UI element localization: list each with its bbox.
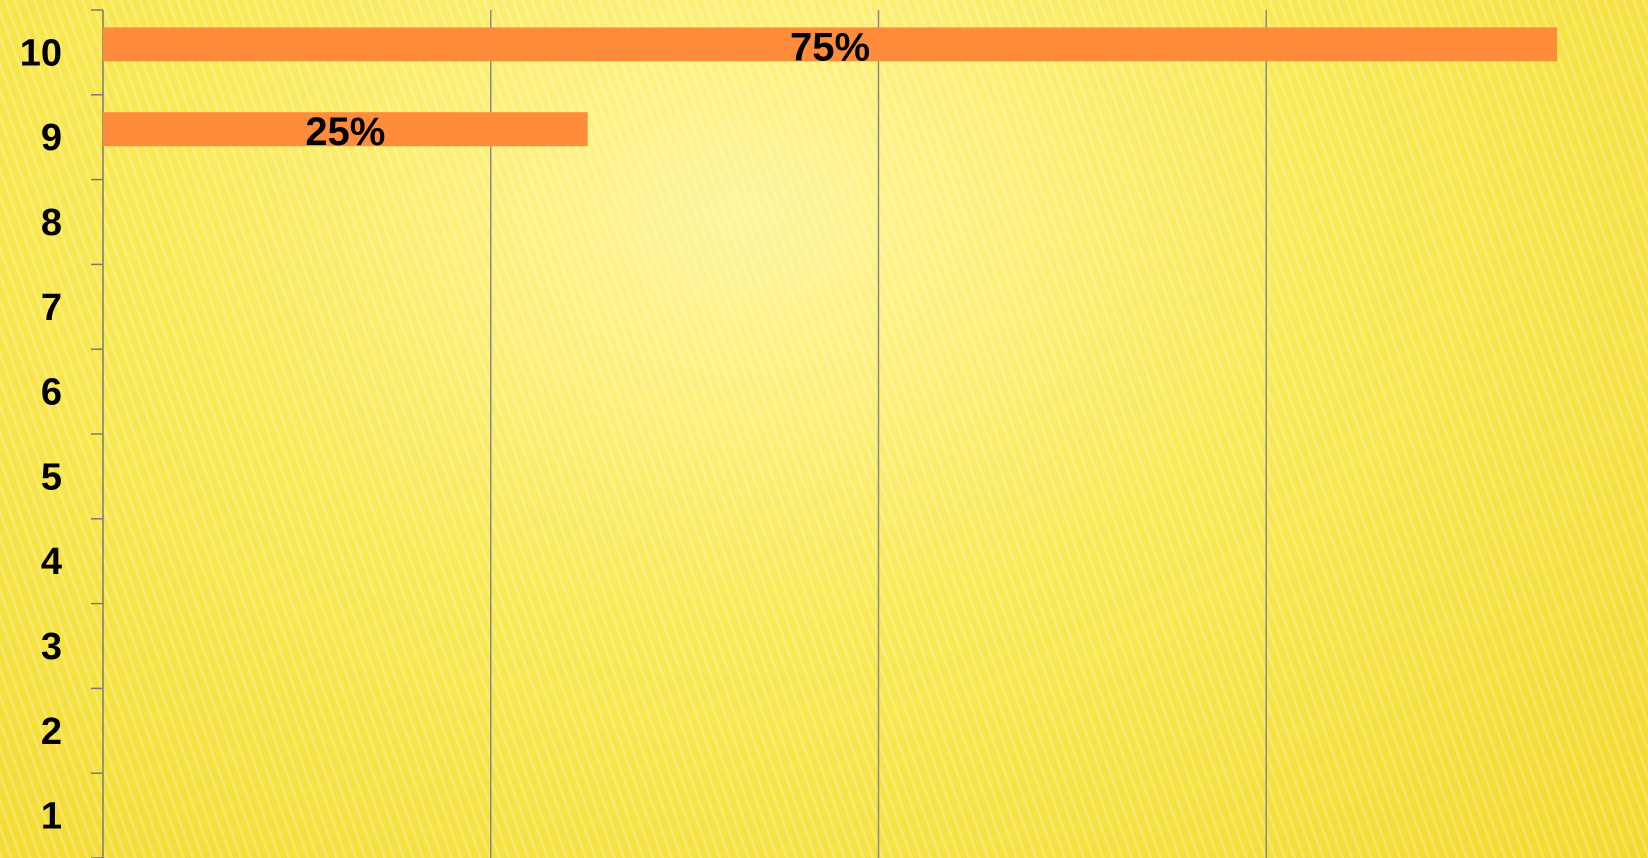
category-label-3: 3 — [41, 626, 62, 668]
category-label-8: 8 — [41, 202, 62, 244]
category-label-2: 2 — [41, 711, 62, 753]
category-label-1: 1 — [41, 796, 62, 838]
category-label-4: 4 — [41, 541, 62, 583]
data-label-9: 25% — [305, 110, 385, 154]
y-axis — [91, 9, 104, 858]
category-label-10: 10 — [20, 32, 62, 74]
gridlines — [490, 10, 1267, 858]
bar-10 — [103, 27, 1558, 62]
category-label-9: 9 — [41, 117, 62, 159]
category-label-6: 6 — [41, 372, 62, 414]
data-label-10: 75% — [790, 25, 870, 69]
category-label-5: 5 — [41, 456, 62, 498]
bars — [103, 27, 1558, 147]
bar-9 — [103, 112, 588, 147]
category-label-7: 7 — [41, 287, 62, 329]
labels: 1 2 3 4 5 6 7 8 9 10 25% 75% — [20, 25, 870, 837]
